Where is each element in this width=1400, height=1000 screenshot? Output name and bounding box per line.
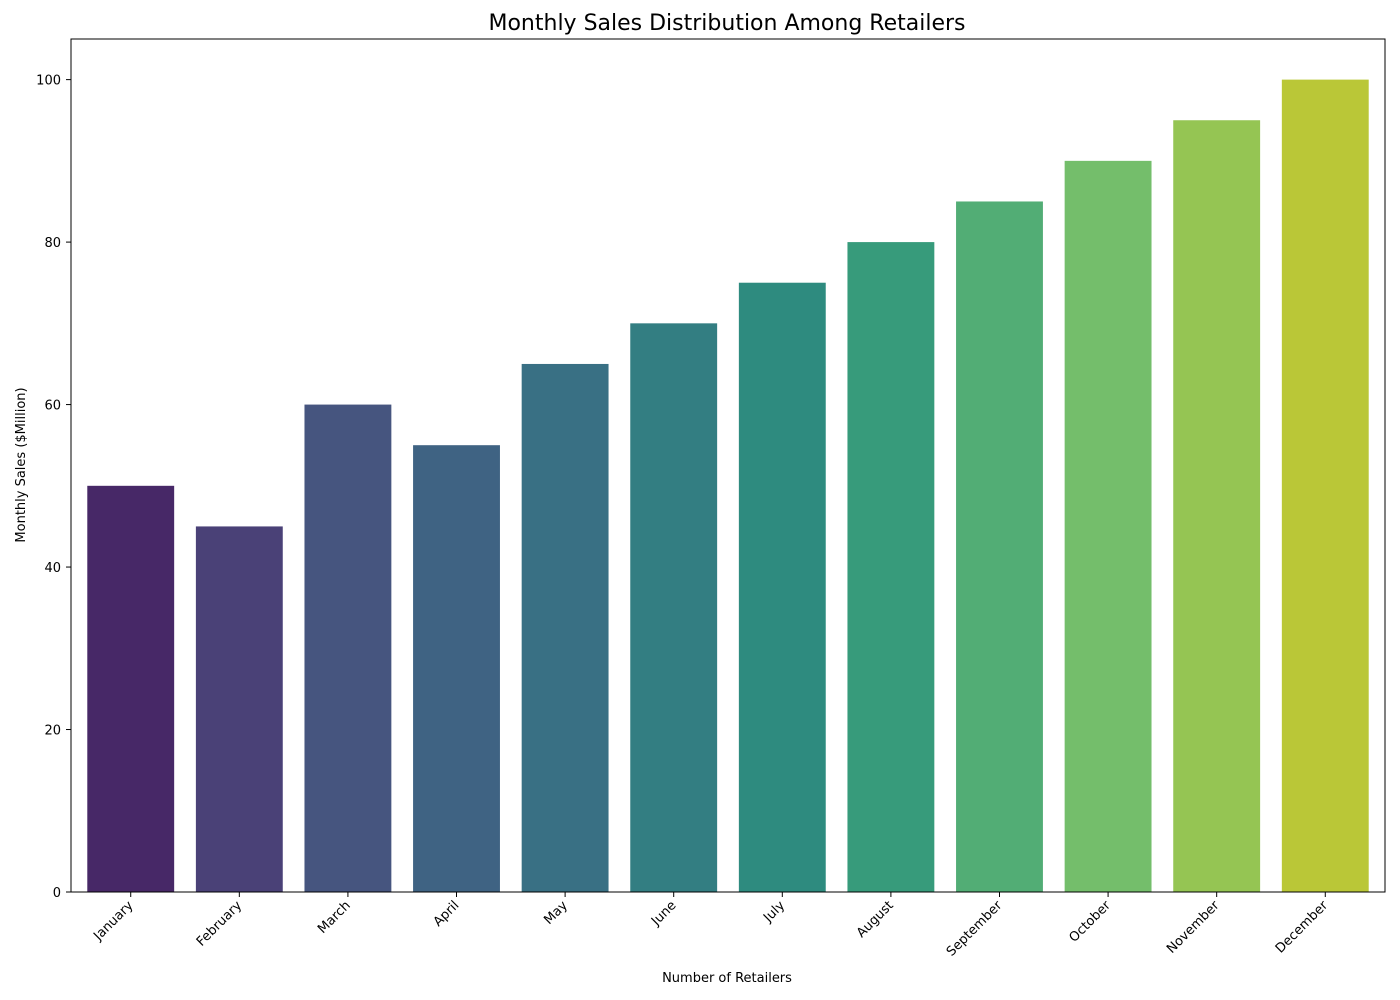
y-tick-label: 80 bbox=[44, 236, 61, 251]
bar-november bbox=[1173, 120, 1261, 892]
chart-title: Monthly Sales Distribution Among Retaile… bbox=[488, 11, 965, 36]
y-axis-ticks: 0 20 40 60 80 100 bbox=[36, 74, 71, 901]
x-tick-label: June bbox=[648, 898, 679, 929]
bar-march bbox=[304, 404, 392, 892]
x-tick-label: October bbox=[1067, 898, 1115, 946]
y-tick-label: 20 bbox=[44, 724, 61, 739]
x-axis-label: Number of Retailers bbox=[662, 971, 792, 986]
bar-august bbox=[847, 242, 935, 893]
x-tick-label: December bbox=[1273, 898, 1332, 957]
x-tick-label: February bbox=[194, 898, 246, 950]
y-tick-label: 100 bbox=[36, 74, 61, 89]
x-tick-label: May bbox=[541, 898, 571, 928]
y-tick-label: 0 bbox=[53, 886, 61, 901]
bar-october bbox=[1064, 160, 1152, 892]
x-tick-label: November bbox=[1164, 898, 1223, 957]
bar-may bbox=[521, 363, 609, 892]
bar-january bbox=[87, 485, 175, 892]
y-tick-label: 40 bbox=[44, 561, 61, 576]
bar-june bbox=[630, 323, 718, 892]
bar-december bbox=[1281, 79, 1369, 893]
bar-july bbox=[738, 282, 826, 892]
x-axis-ticks: January February March April May June July Augu… bbox=[90, 892, 1332, 960]
x-tick-label: July bbox=[760, 898, 788, 926]
x-tick-label: January bbox=[90, 898, 136, 944]
y-axis-label: Monthly Sales ($Million) bbox=[14, 387, 29, 542]
bar-september bbox=[956, 201, 1043, 892]
bar-february bbox=[195, 526, 283, 892]
y-tick-label: 60 bbox=[44, 399, 61, 414]
plot-frame bbox=[70, 38, 1386, 893]
bars-group bbox=[87, 79, 1369, 893]
x-tick-label: March bbox=[315, 898, 354, 937]
x-tick-label: August bbox=[854, 898, 897, 941]
x-tick-label: April bbox=[431, 898, 463, 930]
bar-april bbox=[413, 445, 500, 892]
x-tick-label: September bbox=[944, 898, 1006, 960]
